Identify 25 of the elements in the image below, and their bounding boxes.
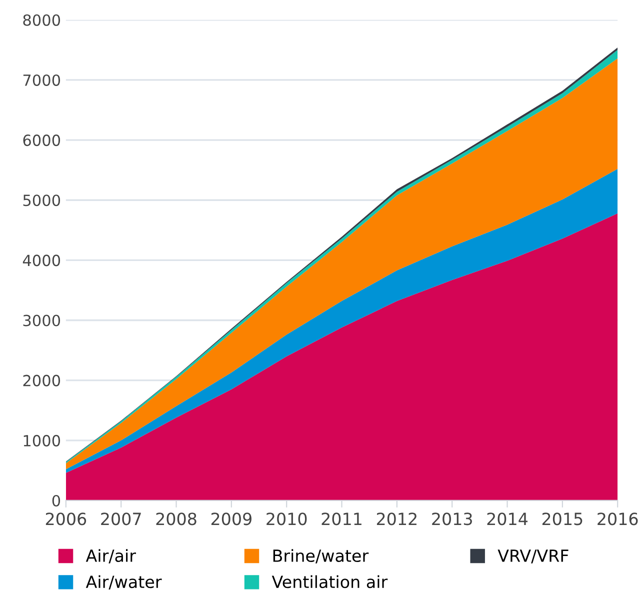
- x-tick-label: 2014: [487, 512, 528, 526]
- legend-label: VRV/VRF: [498, 550, 568, 564]
- y-tick-label: 3000: [23, 314, 60, 326]
- legend-label: Air/air: [86, 549, 136, 564]
- y-tick-label: 6000: [23, 134, 60, 146]
- x-tick-label: 2015: [542, 512, 582, 526]
- y-tick-label: 4000: [22, 254, 60, 266]
- x-tick-label: 2007: [101, 512, 141, 526]
- x-tick-label: 2010: [266, 512, 307, 526]
- x-tick-label: 2009: [211, 512, 252, 526]
- y-tick-label: 0: [52, 494, 60, 507]
- y-tick-label: 5000: [23, 194, 60, 206]
- x-tick-label: 2006: [46, 512, 86, 526]
- legend-label: Brine/water: [273, 549, 369, 564]
- legend-label: Air/water: [86, 575, 162, 590]
- y-tick-label: 8000: [23, 14, 60, 26]
- x-tick-label: 2008: [156, 512, 196, 526]
- x-tick-label: 2013: [432, 512, 472, 526]
- x-tick-label: 2011: [322, 512, 362, 526]
- x-tick-label: 2012: [376, 512, 416, 526]
- y-tick-label: 1000: [24, 434, 60, 446]
- x-tick-label: 2016: [598, 512, 638, 526]
- y-tick-label: 7000: [23, 74, 60, 86]
- legend-label: Ventilation air: [272, 575, 388, 588]
- y-tick-label: 2000: [23, 374, 60, 386]
